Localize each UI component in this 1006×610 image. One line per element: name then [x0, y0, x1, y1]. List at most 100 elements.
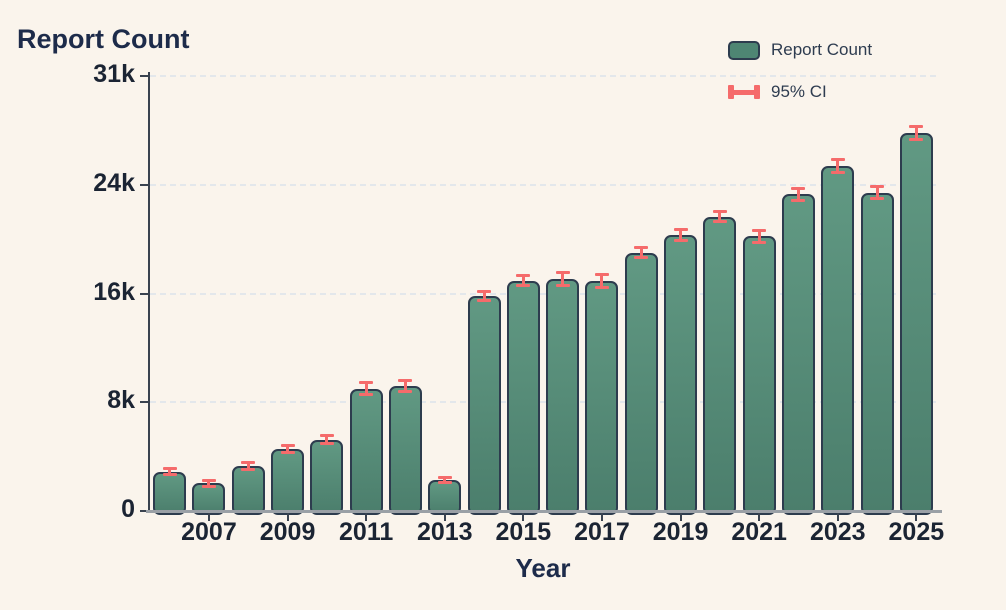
y-axis-line — [148, 72, 150, 513]
error-bar-cap-bottom-2021 — [752, 240, 767, 244]
error-bar-cap-bottom-2015 — [516, 284, 531, 288]
error-bar-cap-top-2006 — [162, 466, 177, 470]
error-bar-swatch-icon — [728, 85, 760, 99]
x-tick-2023 — [836, 513, 839, 521]
gridline-24k — [150, 183, 936, 186]
error-bar-stem-2006 — [168, 468, 172, 475]
bar-2016 — [546, 279, 580, 515]
error-bar-cap-top-2014 — [477, 290, 492, 294]
bar-2020 — [703, 216, 737, 515]
y-tick-31k — [140, 75, 149, 77]
bar-2024 — [860, 192, 894, 515]
bar-2018 — [624, 252, 658, 515]
y-tick-label-31k: 31k — [93, 60, 135, 88]
error-bar-cap-top-2015 — [516, 273, 531, 277]
x-axis-line — [146, 510, 942, 513]
error-bar-cap-top-2011 — [359, 381, 374, 385]
y-tick-label-0: 0 — [121, 495, 135, 523]
error-bar-stem-2011 — [364, 383, 368, 395]
error-bar-cap-top-2017 — [594, 272, 609, 276]
error-bar-cap-top-2009 — [280, 444, 295, 448]
error-bar-stem-2025 — [914, 126, 918, 140]
error-bar-cap-bottom-2020 — [712, 220, 727, 224]
x-axis-title: Year — [515, 553, 571, 583]
error-bar-cap-bottom-2018 — [634, 256, 649, 260]
x-tick-2015 — [522, 513, 525, 521]
error-bar-cap-top-2022 — [791, 186, 806, 190]
error-bar-cap-bottom-2006 — [162, 473, 177, 477]
error-bar-cap-bottom-2012 — [398, 389, 413, 393]
error-bar-stem-2017 — [600, 274, 604, 287]
legend-label-95ci: 95% CI — [771, 82, 827, 101]
error-bar-cap-bottom-2016 — [555, 284, 570, 288]
gridline-16k — [150, 292, 936, 295]
bar-2006 — [153, 471, 187, 515]
error-bar-cap-bottom-2023 — [830, 170, 845, 174]
error-bar-cap-top-2025 — [909, 124, 924, 128]
error-bar-cap-top-2020 — [712, 209, 727, 213]
gridline-31k — [150, 75, 936, 77]
x-tick-label-2021: 2021 — [731, 518, 787, 546]
x-tick-label-2013: 2013 — [416, 518, 473, 546]
error-bar-stem-2009 — [286, 446, 290, 453]
bar-2015 — [506, 280, 540, 515]
error-bar-stem-2023 — [836, 159, 840, 172]
bar-2019 — [664, 235, 698, 515]
error-bar-stem-2019 — [679, 230, 683, 240]
error-bar-cap-top-2010 — [319, 434, 334, 438]
error-bar-cap-top-2016 — [555, 271, 570, 275]
bar-2009 — [271, 449, 305, 515]
chart-title: Report Count — [17, 24, 190, 54]
error-bar-stem-2015 — [521, 275, 525, 286]
legend: Report Count 95% CI — [728, 40, 873, 125]
x-tick-2011 — [365, 513, 368, 521]
bar-2012 — [388, 385, 422, 515]
y-tick-label-8k: 8k — [107, 386, 135, 415]
bar-swatch-icon — [728, 40, 760, 60]
error-bar-cap-top-2007 — [201, 478, 216, 482]
error-bar-stem-2013 — [443, 478, 447, 483]
x-tick-label-2023: 2023 — [809, 518, 866, 546]
error-bar-cap-top-2008 — [241, 461, 256, 465]
error-bar-cap-bottom-2009 — [280, 451, 295, 455]
x-tick-2021 — [758, 513, 761, 521]
error-bar-cap-bottom-2010 — [319, 442, 334, 446]
legend-label-report-count: Report Count — [771, 40, 873, 59]
bar-2008 — [231, 466, 265, 515]
x-tick-2017 — [600, 513, 603, 521]
error-bar-stem-2024 — [875, 187, 879, 199]
x-tick-2013 — [443, 513, 446, 521]
x-tick-label-2011: 2011 — [339, 518, 394, 546]
error-bar-cap-top-2024 — [870, 185, 885, 189]
error-bar-cap-top-2012 — [398, 379, 413, 383]
y-tick-0 — [140, 510, 149, 512]
error-bar-cap-bottom-2024 — [870, 197, 885, 201]
error-bar-cap-bottom-2014 — [477, 299, 492, 303]
x-tick-label-2015: 2015 — [495, 518, 552, 546]
error-bar-cap-bottom-2013 — [437, 481, 452, 485]
error-bar-cap-bottom-2011 — [359, 393, 374, 397]
bar-2017 — [585, 280, 619, 515]
y-tick-16k — [140, 292, 149, 295]
error-bar-stem-2007 — [207, 480, 211, 486]
error-bar-cap-bottom-2007 — [201, 484, 216, 488]
x-tick-label-2009: 2009 — [259, 518, 316, 546]
bar-2010 — [310, 439, 344, 515]
y-tick-label-24k: 24k — [93, 168, 135, 197]
error-bar-cap-bottom-2017 — [594, 285, 609, 289]
y-tick-24k — [140, 183, 149, 186]
error-bar-stem-2021 — [757, 230, 761, 242]
x-tick-2007 — [207, 513, 210, 521]
x-tick-label-2017: 2017 — [574, 518, 630, 546]
bar-2022 — [781, 194, 815, 515]
bar-2021 — [742, 236, 776, 515]
error-bar-cap-bottom-2019 — [673, 238, 688, 242]
error-bar-stem-2012 — [403, 381, 407, 391]
x-tick-label-2025: 2025 — [888, 518, 945, 546]
x-tick-label-2007: 2007 — [181, 518, 237, 546]
error-bar-stem-2008 — [246, 463, 250, 469]
gridline-8k — [150, 401, 936, 404]
error-bar-stem-2016 — [561, 273, 565, 286]
x-tick-2025 — [915, 513, 918, 521]
